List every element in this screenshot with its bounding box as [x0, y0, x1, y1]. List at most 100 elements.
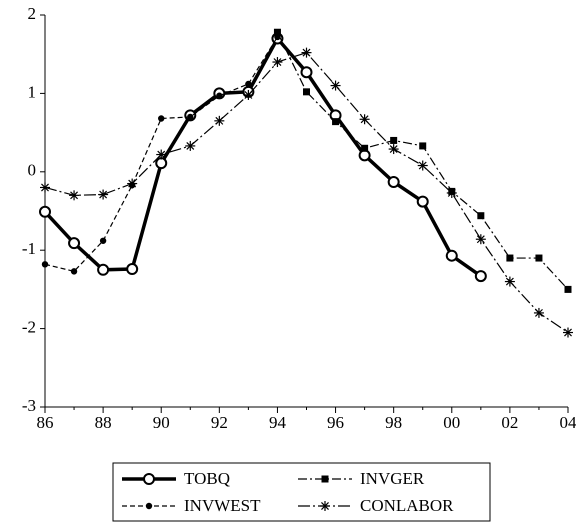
- x-tick-label: 96: [327, 413, 344, 432]
- legend-label: TOBQ: [184, 469, 230, 488]
- data-point: [361, 144, 369, 152]
- data-point-part: [99, 237, 107, 244]
- data-point-part: [505, 277, 514, 286]
- data-point-part: [128, 179, 137, 188]
- data-point-part: [126, 263, 139, 276]
- data-point-part: [387, 175, 400, 188]
- data-point: [387, 175, 400, 188]
- data-point-part: [244, 91, 253, 99]
- data-point: [535, 254, 543, 262]
- data-point: [185, 140, 196, 151]
- data-point-part: [535, 254, 543, 262]
- data-point: [156, 149, 167, 160]
- data-point: [158, 115, 165, 122]
- data-point-part: [97, 263, 110, 276]
- data-point: [187, 113, 194, 121]
- data-point-part: [564, 285, 572, 293]
- legend-label: INVGER: [360, 469, 425, 488]
- data-point: [474, 270, 487, 283]
- data-point: [563, 327, 573, 338]
- data-point: [274, 33, 281, 41]
- data-point: [126, 263, 139, 276]
- data-point: [98, 189, 109, 200]
- data-point-part: [474, 270, 487, 283]
- x-tick-label: 02: [501, 413, 518, 432]
- data-point: [301, 47, 312, 58]
- data-point-part: [361, 144, 369, 152]
- legend-marker: [143, 473, 155, 485]
- legend-marker-part: [321, 475, 329, 483]
- legend-marker-part: [145, 502, 153, 510]
- data-point: [564, 285, 572, 293]
- data-point: [533, 307, 544, 318]
- data-point: [303, 88, 310, 96]
- x-tick-label: 00: [443, 413, 460, 432]
- data-point: [155, 157, 168, 170]
- legend-marker-part: [143, 473, 155, 485]
- data-point-part: [416, 195, 429, 208]
- data-point: [70, 268, 78, 275]
- data-point-part: [245, 80, 252, 88]
- data-point: [243, 89, 254, 100]
- data-point-part: [332, 118, 340, 126]
- data-point: [214, 115, 225, 126]
- data-point-part: [506, 254, 514, 262]
- data-point-part: [447, 189, 456, 197]
- data-point-part: [216, 92, 223, 99]
- data-point-part: [274, 33, 281, 41]
- data-point: [68, 237, 81, 250]
- y-tick-label: -3: [22, 396, 36, 415]
- y-tick-label: 0: [28, 161, 37, 180]
- x-tick-label: 90: [153, 413, 170, 432]
- data-point-part: [41, 183, 49, 192]
- data-point: [216, 92, 223, 99]
- data-point-part: [215, 116, 224, 125]
- data-point: [359, 114, 370, 125]
- data-point: [506, 254, 514, 262]
- legend-label: INVWEST: [184, 496, 261, 515]
- data-point: [416, 195, 429, 208]
- data-point-part: [390, 136, 398, 144]
- data-point-part: [68, 237, 81, 250]
- data-point-part: [476, 235, 485, 244]
- data-point-part: [155, 157, 168, 170]
- x-tick-label: 94: [269, 413, 287, 432]
- data-point-part: [303, 88, 310, 96]
- data-point: [419, 142, 427, 150]
- data-point-part: [360, 115, 369, 124]
- data-point: [504, 276, 515, 287]
- data-point: [477, 212, 485, 220]
- legend-marker: [321, 475, 329, 483]
- data-point: [417, 160, 428, 171]
- data-point: [300, 66, 313, 79]
- data-point: [446, 187, 457, 198]
- data-point-part: [300, 66, 313, 79]
- data-point: [388, 144, 399, 155]
- data-point: [245, 80, 252, 88]
- data-point: [272, 57, 283, 68]
- data-point: [99, 237, 107, 244]
- data-point: [358, 149, 371, 162]
- data-point: [390, 136, 398, 144]
- series-line: [43, 35, 482, 278]
- data-point-part: [157, 150, 166, 159]
- data-point-part: [273, 28, 281, 36]
- data-point-part: [445, 249, 458, 262]
- data-point: [41, 261, 49, 268]
- data-point-part: [187, 113, 194, 121]
- data-point-part: [302, 48, 311, 57]
- legend-marker-part: [321, 502, 329, 510]
- x-tick-label: 86: [37, 413, 54, 432]
- data-point: [475, 234, 486, 245]
- data-point: [127, 178, 138, 189]
- data-point: [69, 190, 80, 201]
- data-point: [445, 249, 458, 262]
- data-point-part: [70, 268, 78, 275]
- x-tick-label: 98: [385, 413, 402, 432]
- x-tick-label: 92: [211, 413, 228, 432]
- data-point: [273, 28, 281, 36]
- y-tick-label: 2: [28, 4, 37, 23]
- series-line: [44, 36, 278, 273]
